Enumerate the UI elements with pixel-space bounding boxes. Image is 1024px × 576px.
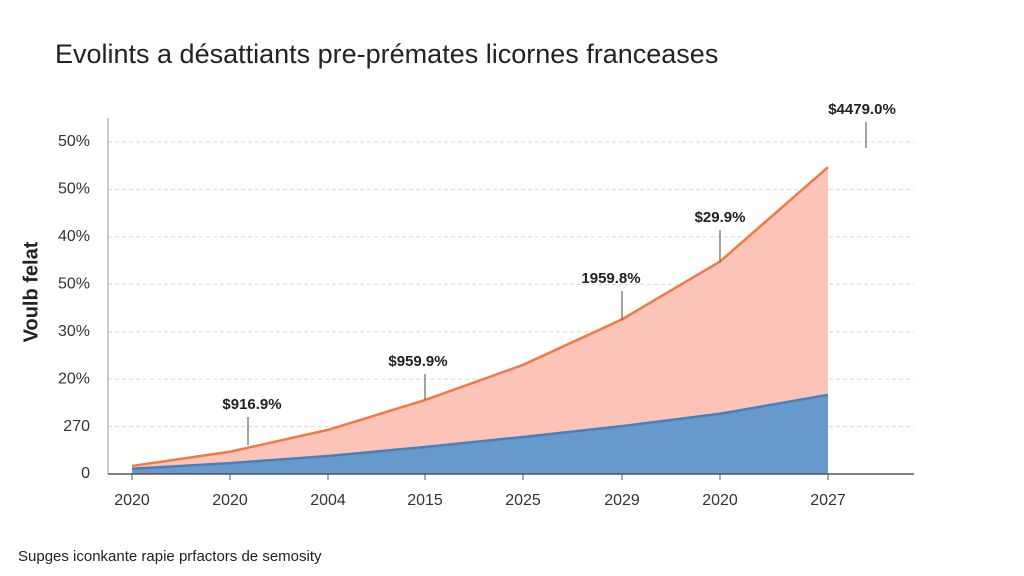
- x-tick-label: 2004: [310, 492, 346, 509]
- y-tick-label: 270: [63, 418, 90, 435]
- y-tick-label: 50%: [58, 276, 90, 293]
- annotation: $4479.0%: [828, 101, 896, 118]
- line: [131, 166, 829, 468]
- area: [132, 167, 828, 474]
- annotation: 1959.8%: [581, 270, 640, 287]
- x-tick-label: 2020: [114, 492, 150, 509]
- annotation: $916.9%: [222, 396, 281, 413]
- y-tick-label: 0: [81, 465, 90, 482]
- y-tick-label: 20%: [58, 370, 90, 387]
- y-tick-label: 40%: [58, 228, 90, 245]
- y-tick-label: 30%: [58, 323, 90, 340]
- annotation: $29.9%: [695, 209, 746, 226]
- line: [131, 393, 829, 471]
- chart-title: Evolints a désattiants pre-prémates lico…: [55, 39, 718, 69]
- y-axis-label: Voulb felat: [20, 241, 42, 342]
- area: [132, 394, 828, 474]
- x-tick-label: 2020: [702, 492, 738, 509]
- x-tick-label: 2020: [212, 492, 248, 509]
- y-tick-label: 50%: [58, 133, 90, 150]
- y-tick-label: 50%: [58, 181, 90, 198]
- x-tick-label: 2025: [505, 492, 541, 509]
- annotation: $959.9%: [388, 353, 447, 370]
- footnote: Supges iconkante rapie prfactors de semo…: [18, 548, 322, 565]
- x-tick-label: 2027: [810, 492, 846, 509]
- x-tick-label: 2029: [604, 492, 640, 509]
- x-tick-label: 2015: [407, 492, 443, 509]
